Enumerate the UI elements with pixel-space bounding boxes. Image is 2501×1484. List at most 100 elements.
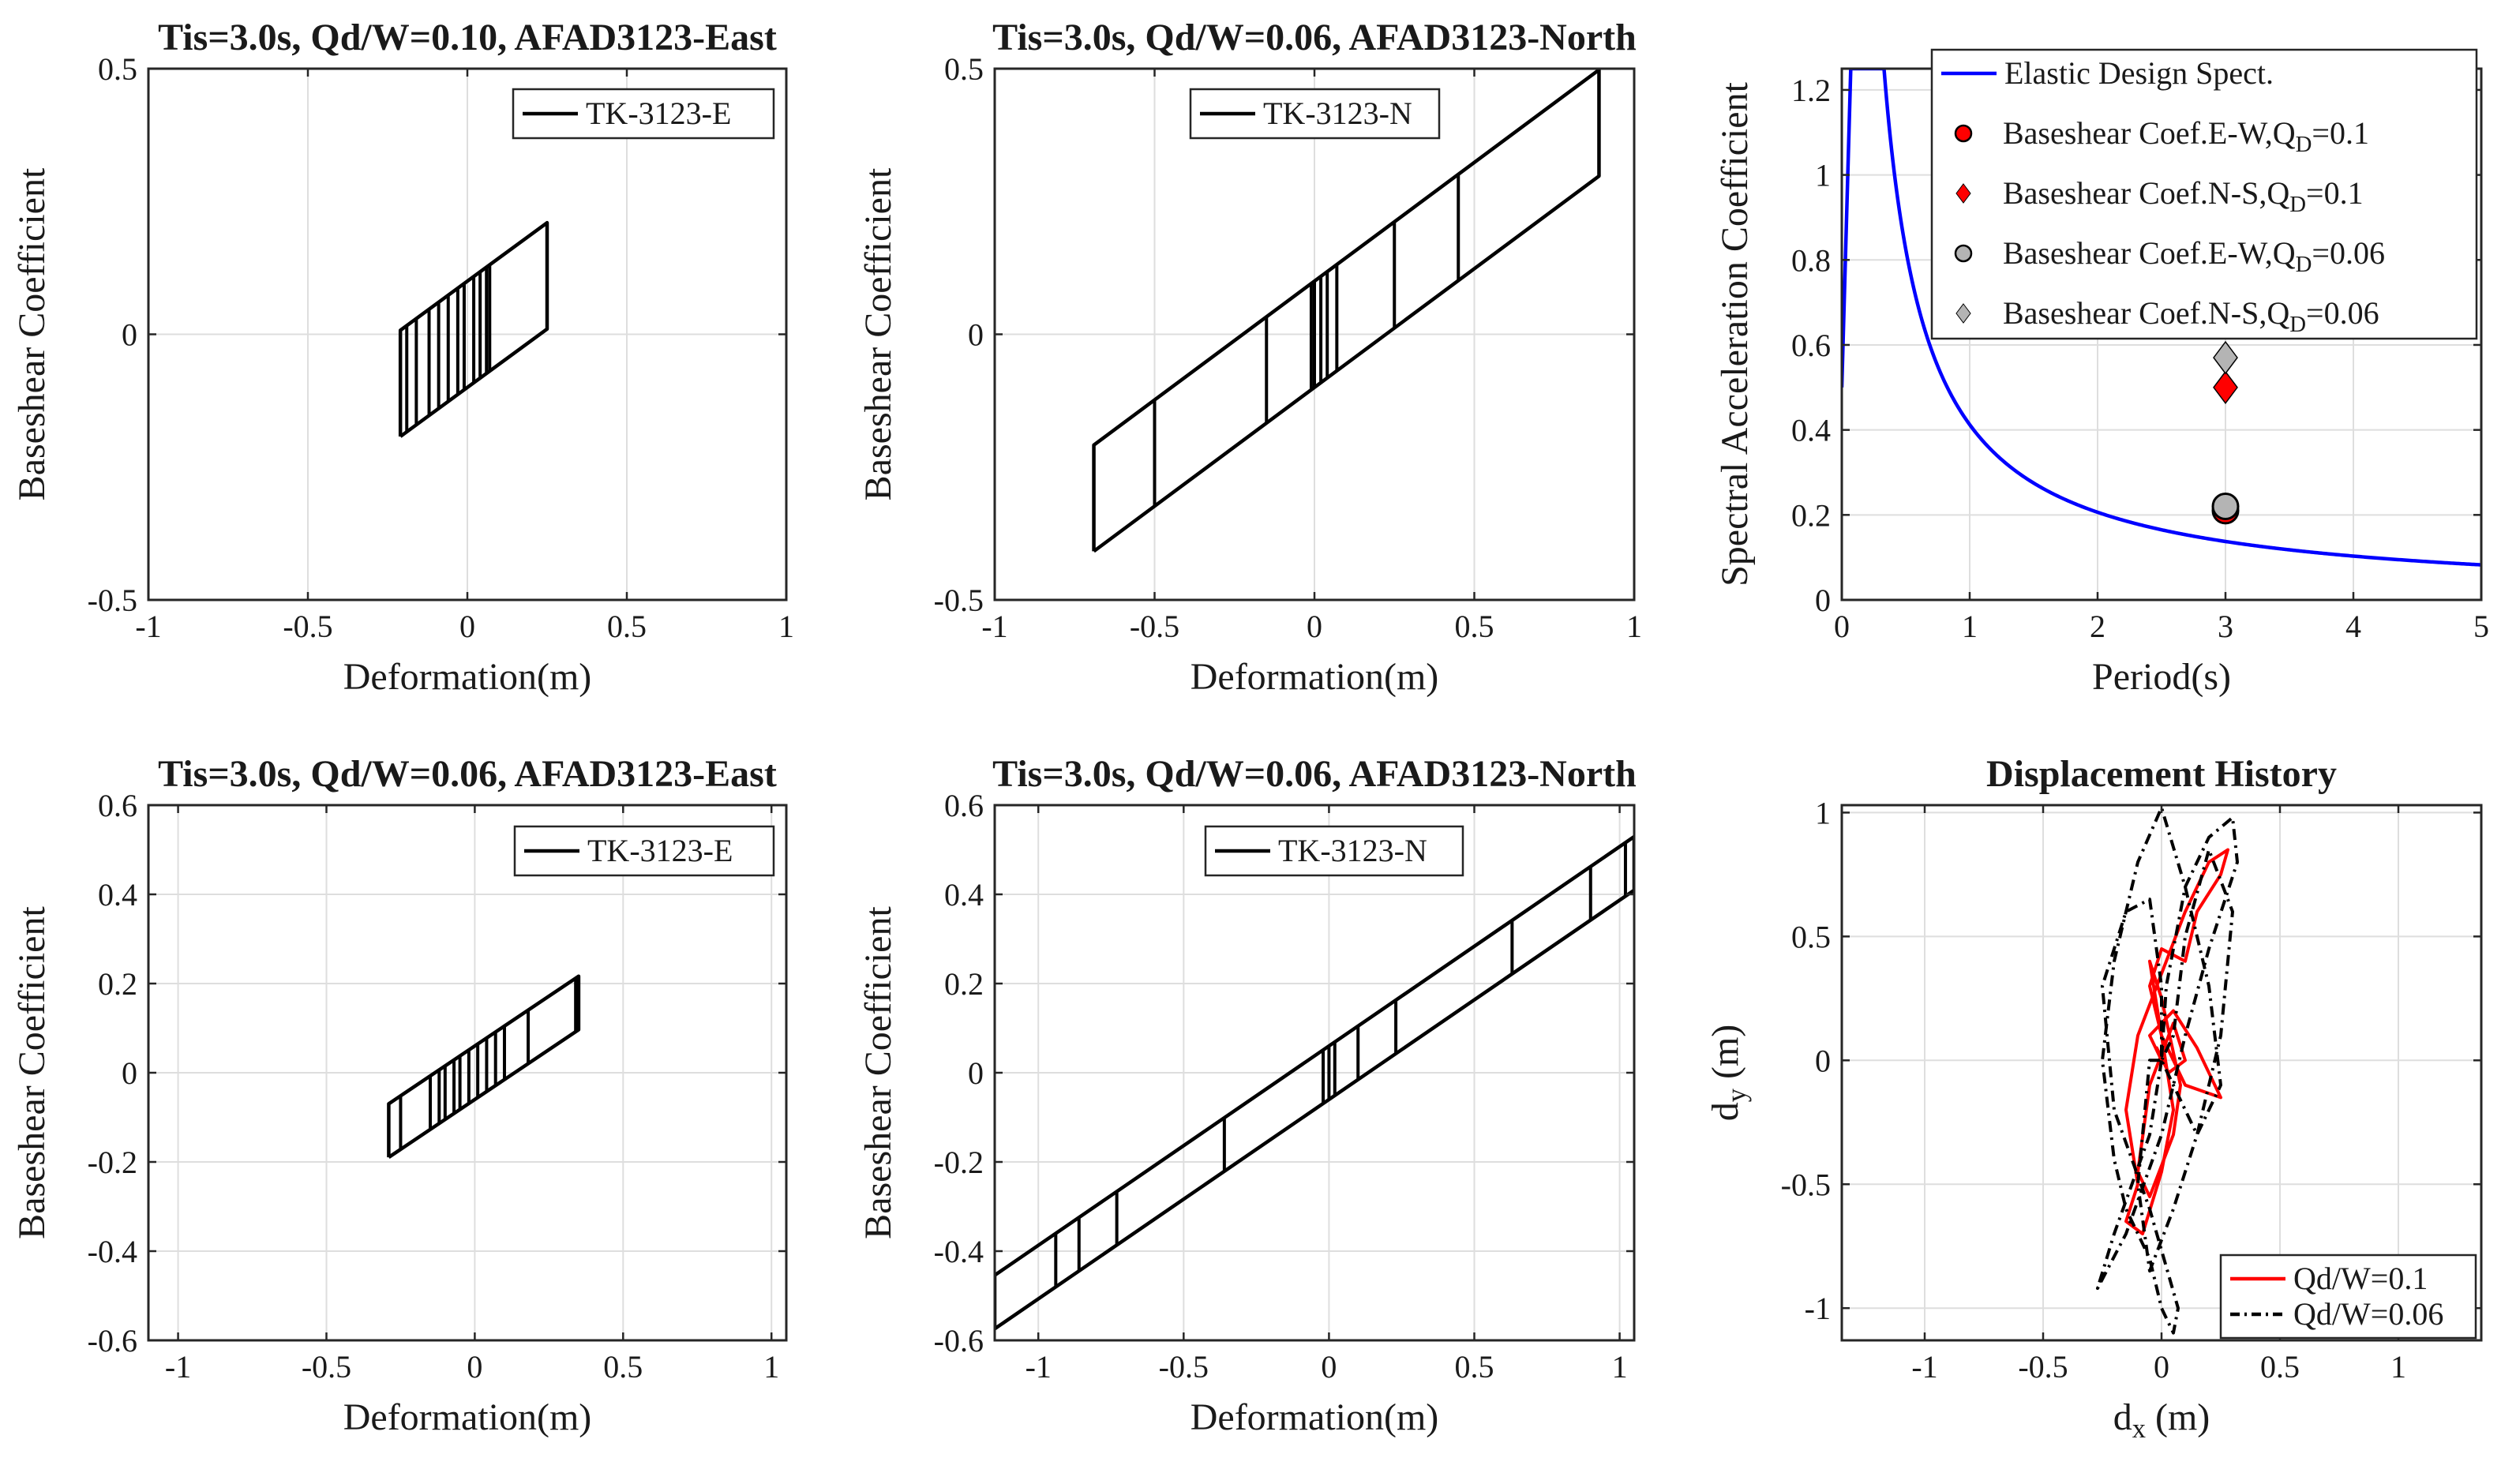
legend-label-suffix: =0.1: [2312, 115, 2369, 151]
y-axis-label: Baseshear Coefficient: [857, 167, 899, 500]
x-tick-label: -0.5: [1130, 609, 1179, 644]
legend-label: Baseshear Coef.N-S,QD=0.1: [2003, 175, 2364, 217]
x-tick-label: 1: [1612, 1349, 1628, 1385]
y-tick-label: 0.2: [944, 966, 984, 1002]
y-tick-label: 0: [968, 1055, 984, 1091]
legend-label: TK-3123-N: [1278, 833, 1427, 868]
plot-area-p1: [398, 220, 549, 438]
y-tick-label: 0.2: [98, 966, 137, 1002]
x-tick-label: 0: [1834, 609, 1850, 644]
y-axis-label: dy (m): [1704, 1025, 1752, 1122]
y-tick-label: -0.5: [88, 583, 137, 618]
panel-p4: -1 -0.5 0 0.5 1 -0.6 -0.4 -0.2 0 0.2 0.4 0.6 Tis=3.0…: [11, 753, 788, 1438]
y-tick-label: 0: [122, 1055, 137, 1091]
plot-area-p6: [2096, 806, 2239, 1335]
x-tick-label: -0.5: [283, 609, 332, 644]
series-p5-0-envelope: [995, 834, 1634, 1331]
legend-p2: TK-3123-N: [1189, 88, 1441, 140]
x-axis-label: Period(s): [2092, 656, 2231, 698]
x-tick-label: 1: [1626, 609, 1642, 644]
y-tick-label: 0.6: [98, 788, 137, 823]
x-tick-label: -0.5: [302, 1349, 351, 1385]
plot-area-p3: [1842, 69, 2481, 567]
chart-title: Tis=3.0s, Qd/W=0.06, AFAD3123-East: [158, 753, 777, 795]
y-tick-label: 0.5: [98, 51, 137, 87]
y-tick-label: 0.5: [1791, 919, 1831, 954]
chart-title: Tis=3.0s, Qd/W=0.10, AFAD3123-East: [158, 17, 777, 58]
x-tick-label: 0: [1307, 609, 1322, 644]
x-tick-label: 2: [2090, 609, 2105, 644]
legend-label-base: Baseshear Coef.N-S,Q: [2003, 175, 2289, 211]
legend-p4: TK-3123-E: [513, 825, 775, 877]
x-tick-label: 1: [2390, 1349, 2406, 1385]
legend-p5: TK-3123-N: [1204, 825, 1464, 877]
x-tick-label: 4: [2345, 609, 2361, 644]
legend-label-suffix: =0.1: [2306, 175, 2364, 211]
x-tick-label: 0.5: [607, 609, 647, 644]
x-tick-label: 3: [2218, 609, 2233, 644]
x-tick-label: 0: [2154, 1349, 2169, 1385]
y-tick-label: 0.5: [944, 51, 984, 87]
y-tick-label: 1: [1815, 795, 1831, 830]
x-axis-label-sub: x: [2132, 1414, 2146, 1444]
legend-marker: [1954, 124, 1973, 143]
x-tick-label: 0.5: [1455, 609, 1494, 644]
x-axis-label: dx (m): [2113, 1396, 2210, 1444]
x-axis-label: Deformation(m): [1191, 1396, 1439, 1438]
legend-label-sub: D: [2296, 252, 2312, 277]
x-axis-label-suffix: (m): [2146, 1396, 2210, 1438]
legend-label: Elastic Design Spect.: [2004, 55, 2274, 91]
x-tick-label: 1: [1962, 609, 1978, 644]
panel-p3: 0 1 2 3 4 5 0 0.2 0.4 0.6 0.8 1 1.2 Period(s) Spectral…: [1714, 48, 2489, 698]
chart-title: Displacement History: [1986, 753, 2337, 795]
legend-label: TK-3123-E: [587, 833, 733, 868]
series-p3-2-point: [2213, 370, 2238, 405]
y-tick-label: 0.4: [98, 877, 137, 913]
legend-label: Baseshear Coef.N-S,QD=0.06: [2003, 295, 2379, 337]
legend-p3: Elastic Design Spect. Baseshear Coef.E-W,…: [1930, 48, 2478, 340]
x-tick-label: 0: [1321, 1349, 1337, 1385]
x-tick-label: -1: [1911, 1349, 1937, 1385]
x-tick-label: -0.5: [1159, 1349, 1209, 1385]
y-tick-label: 0: [968, 317, 984, 353]
plot-area-p5: [995, 834, 1634, 1331]
x-tick-label: 1: [763, 1349, 779, 1385]
x-axis-label: Deformation(m): [1191, 656, 1439, 698]
series-p1-0-envelope: [398, 220, 549, 438]
y-tick-label: 0: [1815, 1043, 1831, 1078]
legend-label: TK-3123-N: [1263, 96, 1412, 131]
legend-p1: TK-3123-E: [512, 88, 775, 140]
x-tick-label: 0: [459, 609, 475, 644]
y-tick-label: 1: [1815, 158, 1831, 193]
plot-area-p4: [387, 974, 581, 1160]
y-tick-label: -0.5: [934, 583, 984, 618]
legend-label-suffix: =0.06: [2312, 235, 2385, 271]
y-tick-label: 1.2: [1791, 73, 1831, 108]
series-p3-4-point: [2213, 340, 2238, 375]
x-tick-label: -1: [135, 609, 161, 644]
y-tick-label: 0.4: [1791, 413, 1831, 448]
y-axis-label: Baseshear Coefficient: [11, 906, 53, 1239]
panel-p5: -1 -0.5 0 0.5 1 -0.6 -0.4 -0.2 0 0.2 0.4 0.6Tis=3.0…: [857, 753, 1637, 1438]
y-tick-label: 0.6: [1791, 328, 1831, 363]
y-tick-label: -1: [1805, 1291, 1831, 1326]
y-tick-label: -0.6: [934, 1323, 984, 1358]
y-tick-label: -0.4: [88, 1234, 137, 1269]
y-tick-label: 0.8: [1791, 242, 1831, 278]
legend-label: Qd/W=0.06: [2293, 1296, 2443, 1332]
series-p6-1-trajectory: [2096, 806, 2239, 1335]
legend-label-base: Baseshear Coef.N-S,Q: [2003, 295, 2289, 331]
x-tick-label: -1: [1026, 1349, 1052, 1385]
y-tick-label: 0.2: [1791, 497, 1831, 533]
legend-label-suffix: =0.06: [2306, 295, 2379, 331]
series-p3-3-point: [2211, 493, 2240, 521]
x-axis-label: Deformation(m): [343, 656, 592, 698]
y-tick-label: 0: [122, 317, 137, 353]
chart-title: Tis=3.0s, Qd/W=0.06, AFAD3123-North: [992, 17, 1637, 58]
x-tick-label: 0.5: [1455, 1349, 1494, 1385]
y-tick-label: 0.6: [944, 788, 984, 823]
legend-marker: [1955, 183, 1971, 204]
